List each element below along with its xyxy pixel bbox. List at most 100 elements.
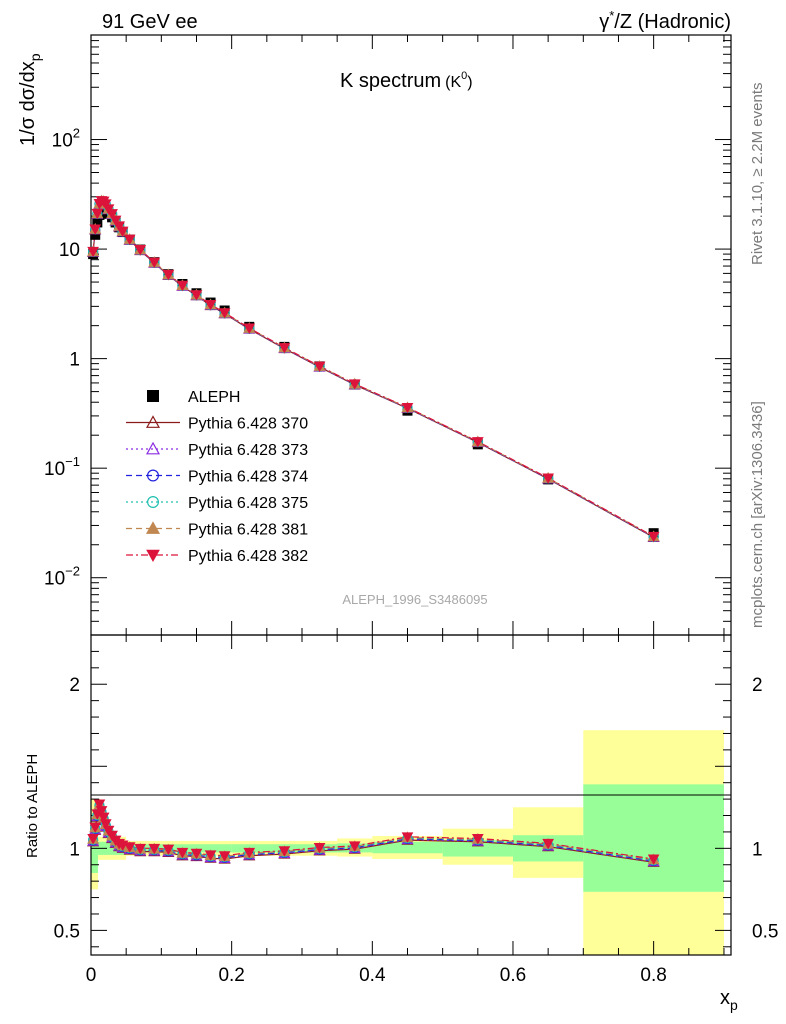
mc-point-main [471, 437, 484, 448]
mc-point-ratio [87, 833, 99, 845]
mc-point-main [148, 257, 161, 269]
mc-point-ratio [401, 832, 414, 843]
mc-point-main [89, 224, 102, 236]
legend-label-data: ALEPH [188, 389, 240, 406]
x-tick-label: 0.4 [359, 965, 386, 986]
mc-point-main [109, 215, 122, 227]
mc-curve-main-1 [92, 200, 654, 538]
mc-point-ratio [348, 841, 361, 852]
mc-point-ratio [204, 850, 217, 861]
mc-point-ratio [313, 843, 326, 854]
legend-label-0: Pythia 6.428 370 [188, 416, 308, 433]
data-point-main [92, 217, 103, 228]
header-right: γ*/Z (Hadronic) [599, 8, 731, 33]
axis-tick-labels: 0 0.2 0.4 0.6 0.8 10−2 10−1 1 10 102 0.5 0.5 1 1 2 2 [44, 126, 778, 986]
legend-marker-0 [145, 415, 161, 428]
mcplots-source-label: mcplots.cern.ch [arXiv:1306.3436] [749, 401, 766, 628]
x-axis-label-main: x [720, 987, 730, 1009]
ratio-y-axis-label: Ratio to ALEPH [24, 754, 41, 858]
y-tick-label-ratio-left: 1 [69, 839, 80, 860]
legend-marker-4 [145, 521, 161, 534]
mc-point-ratio [647, 854, 660, 866]
main-panel-frame [90, 34, 732, 636]
y-tick-label-main: 1 [69, 350, 80, 371]
mc-point-ratio [93, 799, 106, 811]
ratio-band-inner-5 [372, 841, 443, 854]
mc-point-ratio [162, 844, 175, 856]
mc-point-ratio [95, 806, 108, 817]
mc-point-ratio [89, 822, 102, 834]
legend-marker-1 [145, 441, 161, 455]
mc-point-main [542, 473, 554, 485]
title-sub-sup: 0 [461, 70, 467, 82]
mc-point-main [113, 221, 125, 232]
legend: ALEPH Pythia 6.428 370 Pythia 6.428 373 Pyt… [126, 389, 308, 565]
main-y-axis-label: 1/σ dσ/dxp [17, 53, 43, 146]
mc-point-main [87, 246, 99, 258]
y-tick-label-ratio-right: 2 [752, 675, 763, 696]
y-tick-label-main: 10−1 [44, 454, 80, 480]
mc-point-ratio [123, 842, 136, 853]
mc-curve-main-4 [92, 200, 654, 538]
ratio-band-inner-8 [583, 784, 724, 892]
legend-marker-5 [146, 549, 160, 563]
mc-point-ratio [134, 843, 147, 855]
chart-title: K spectrum (K0) [340, 70, 473, 92]
ratio-band-inner-6 [442, 840, 513, 857]
mc-curves-main [92, 199, 654, 538]
mc-point-main [278, 343, 291, 354]
rivet-version-label: Rivet 3.1.10, ≥ 2.2M events [749, 83, 766, 266]
legend-marker-3 [147, 496, 160, 509]
x-tick-label: 0.6 [500, 965, 526, 986]
legend-label-1: Pythia 6.428 373 [188, 442, 308, 459]
header-gamma: γ [599, 11, 609, 33]
main-y-axis-label-sub: p [27, 53, 43, 61]
mc-point-ratio [97, 812, 110, 824]
legend-label-5: Pythia 6.428 382 [188, 548, 308, 565]
mc-point-main [218, 308, 231, 319]
y-tick-label-ratio-left: 2 [69, 675, 80, 696]
mc-point-main [190, 290, 203, 301]
x-tick-label: 0 [86, 965, 97, 986]
legend-label-4: Pythia 6.428 381 [188, 522, 308, 539]
mc-point-ratio [190, 848, 203, 860]
mc-curve-main-5 [92, 199, 654, 537]
mc-point-main [401, 402, 414, 414]
mc-point-main [313, 361, 326, 373]
mc-curve-main-2 [92, 200, 654, 538]
y-tick-label-ratio-right: 1 [752, 839, 763, 860]
chart-title-main: K spectrum [340, 70, 441, 92]
header-process: /Z (Hadronic) [614, 11, 731, 33]
x-axis-label: xp [720, 987, 738, 1013]
mc-point-main [176, 280, 189, 292]
mc-point-main [106, 209, 118, 220]
mc-point-main [647, 531, 660, 543]
x-tick-label: 0.2 [218, 965, 244, 986]
mc-point-ratio [278, 846, 291, 857]
mc-point-main [134, 245, 147, 256]
mc-point-main [123, 234, 136, 246]
title-sub-base: K [450, 74, 461, 91]
mc-curve-main-3 [92, 200, 654, 538]
y-tick-label-main: 10 [59, 240, 80, 261]
y-tick-label-ratio-left: 0.5 [54, 921, 80, 942]
mc-point-ratio [148, 843, 161, 855]
title-paren-close: ) [467, 74, 472, 91]
data-markers [87, 194, 660, 867]
legend-label-2: Pythia 6.428 374 [188, 469, 308, 486]
y-tick-label-ratio-right: 0.5 [752, 921, 778, 942]
mc-point-ratio [471, 833, 484, 845]
legend-marker-data [147, 390, 159, 402]
header-star: * [609, 8, 614, 23]
header-left: 91 GeV ee [102, 11, 198, 33]
analysis-watermark: ALEPH_1996_S3486095 [342, 592, 487, 607]
x-axis-label-sub: p [730, 997, 738, 1013]
legend-marker-2 [147, 469, 160, 482]
mc-point-main [243, 323, 256, 335]
y-tick-label-main: 102 [52, 126, 80, 152]
mc-point-ratio [243, 847, 256, 859]
legend-label-3: Pythia 6.428 375 [188, 495, 308, 512]
main-y-axis-label-main: 1/σ dσ/dx [17, 61, 39, 146]
mc-curve-main-0 [92, 200, 654, 538]
